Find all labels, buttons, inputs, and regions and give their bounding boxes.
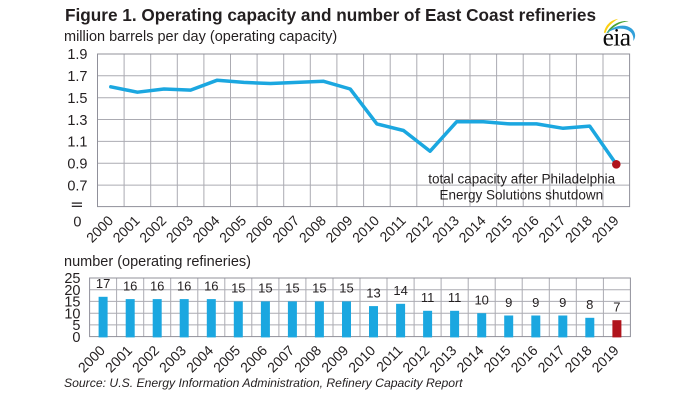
svg-text:16: 16 — [123, 278, 137, 293]
svg-text:20: 20 — [64, 283, 80, 299]
svg-text:0: 0 — [73, 214, 81, 230]
svg-text:11: 11 — [448, 290, 462, 305]
svg-text:25: 25 — [64, 271, 80, 287]
svg-text:9: 9 — [532, 295, 539, 310]
svg-text:15: 15 — [312, 281, 326, 296]
svg-text:0.7: 0.7 — [67, 178, 87, 194]
svg-text:Energy Solutions shutdown: Energy Solutions shutdown — [439, 187, 603, 202]
svg-text:17: 17 — [96, 276, 110, 291]
svg-text:15: 15 — [258, 281, 272, 296]
svg-text:million barrels per day (opera: million barrels per day (operating capac… — [64, 29, 337, 45]
svg-text:1.9: 1.9 — [67, 47, 87, 63]
svg-text:1.3: 1.3 — [67, 113, 87, 129]
svg-text:16: 16 — [204, 278, 218, 293]
svg-text:11: 11 — [421, 290, 435, 305]
svg-text:Figure 1. Operating capacity a: Figure 1. Operating capacity and number … — [65, 5, 596, 25]
svg-text:10: 10 — [64, 306, 80, 322]
svg-text:15: 15 — [64, 295, 80, 311]
svg-text:7: 7 — [613, 300, 620, 315]
svg-text:1.1: 1.1 — [67, 135, 87, 151]
svg-text:8: 8 — [586, 297, 593, 312]
svg-text:number (operating refineries): number (operating refineries) — [64, 254, 251, 270]
svg-text:14: 14 — [393, 283, 407, 298]
svg-text:16: 16 — [150, 278, 164, 293]
svg-text:Source: U.S. Energy Informatio: Source: U.S. Energy Information Administ… — [64, 376, 463, 390]
svg-text:9: 9 — [559, 295, 566, 310]
svg-text:13: 13 — [366, 285, 380, 300]
svg-text:1.7: 1.7 — [67, 69, 87, 85]
svg-text:15: 15 — [285, 281, 299, 296]
svg-text:16: 16 — [177, 278, 191, 293]
svg-text:eia: eia — [603, 23, 631, 52]
svg-text:1.5: 1.5 — [67, 91, 87, 107]
svg-text:10: 10 — [474, 293, 488, 308]
svg-text:0: 0 — [72, 330, 80, 346]
svg-text:15: 15 — [339, 281, 353, 296]
svg-text:total capacity after Philadelp: total capacity after Philadelphia — [428, 171, 615, 186]
svg-text:5: 5 — [72, 318, 80, 334]
svg-text:0.9: 0.9 — [67, 156, 87, 172]
svg-text:9: 9 — [505, 295, 512, 310]
svg-text:15: 15 — [231, 281, 245, 296]
